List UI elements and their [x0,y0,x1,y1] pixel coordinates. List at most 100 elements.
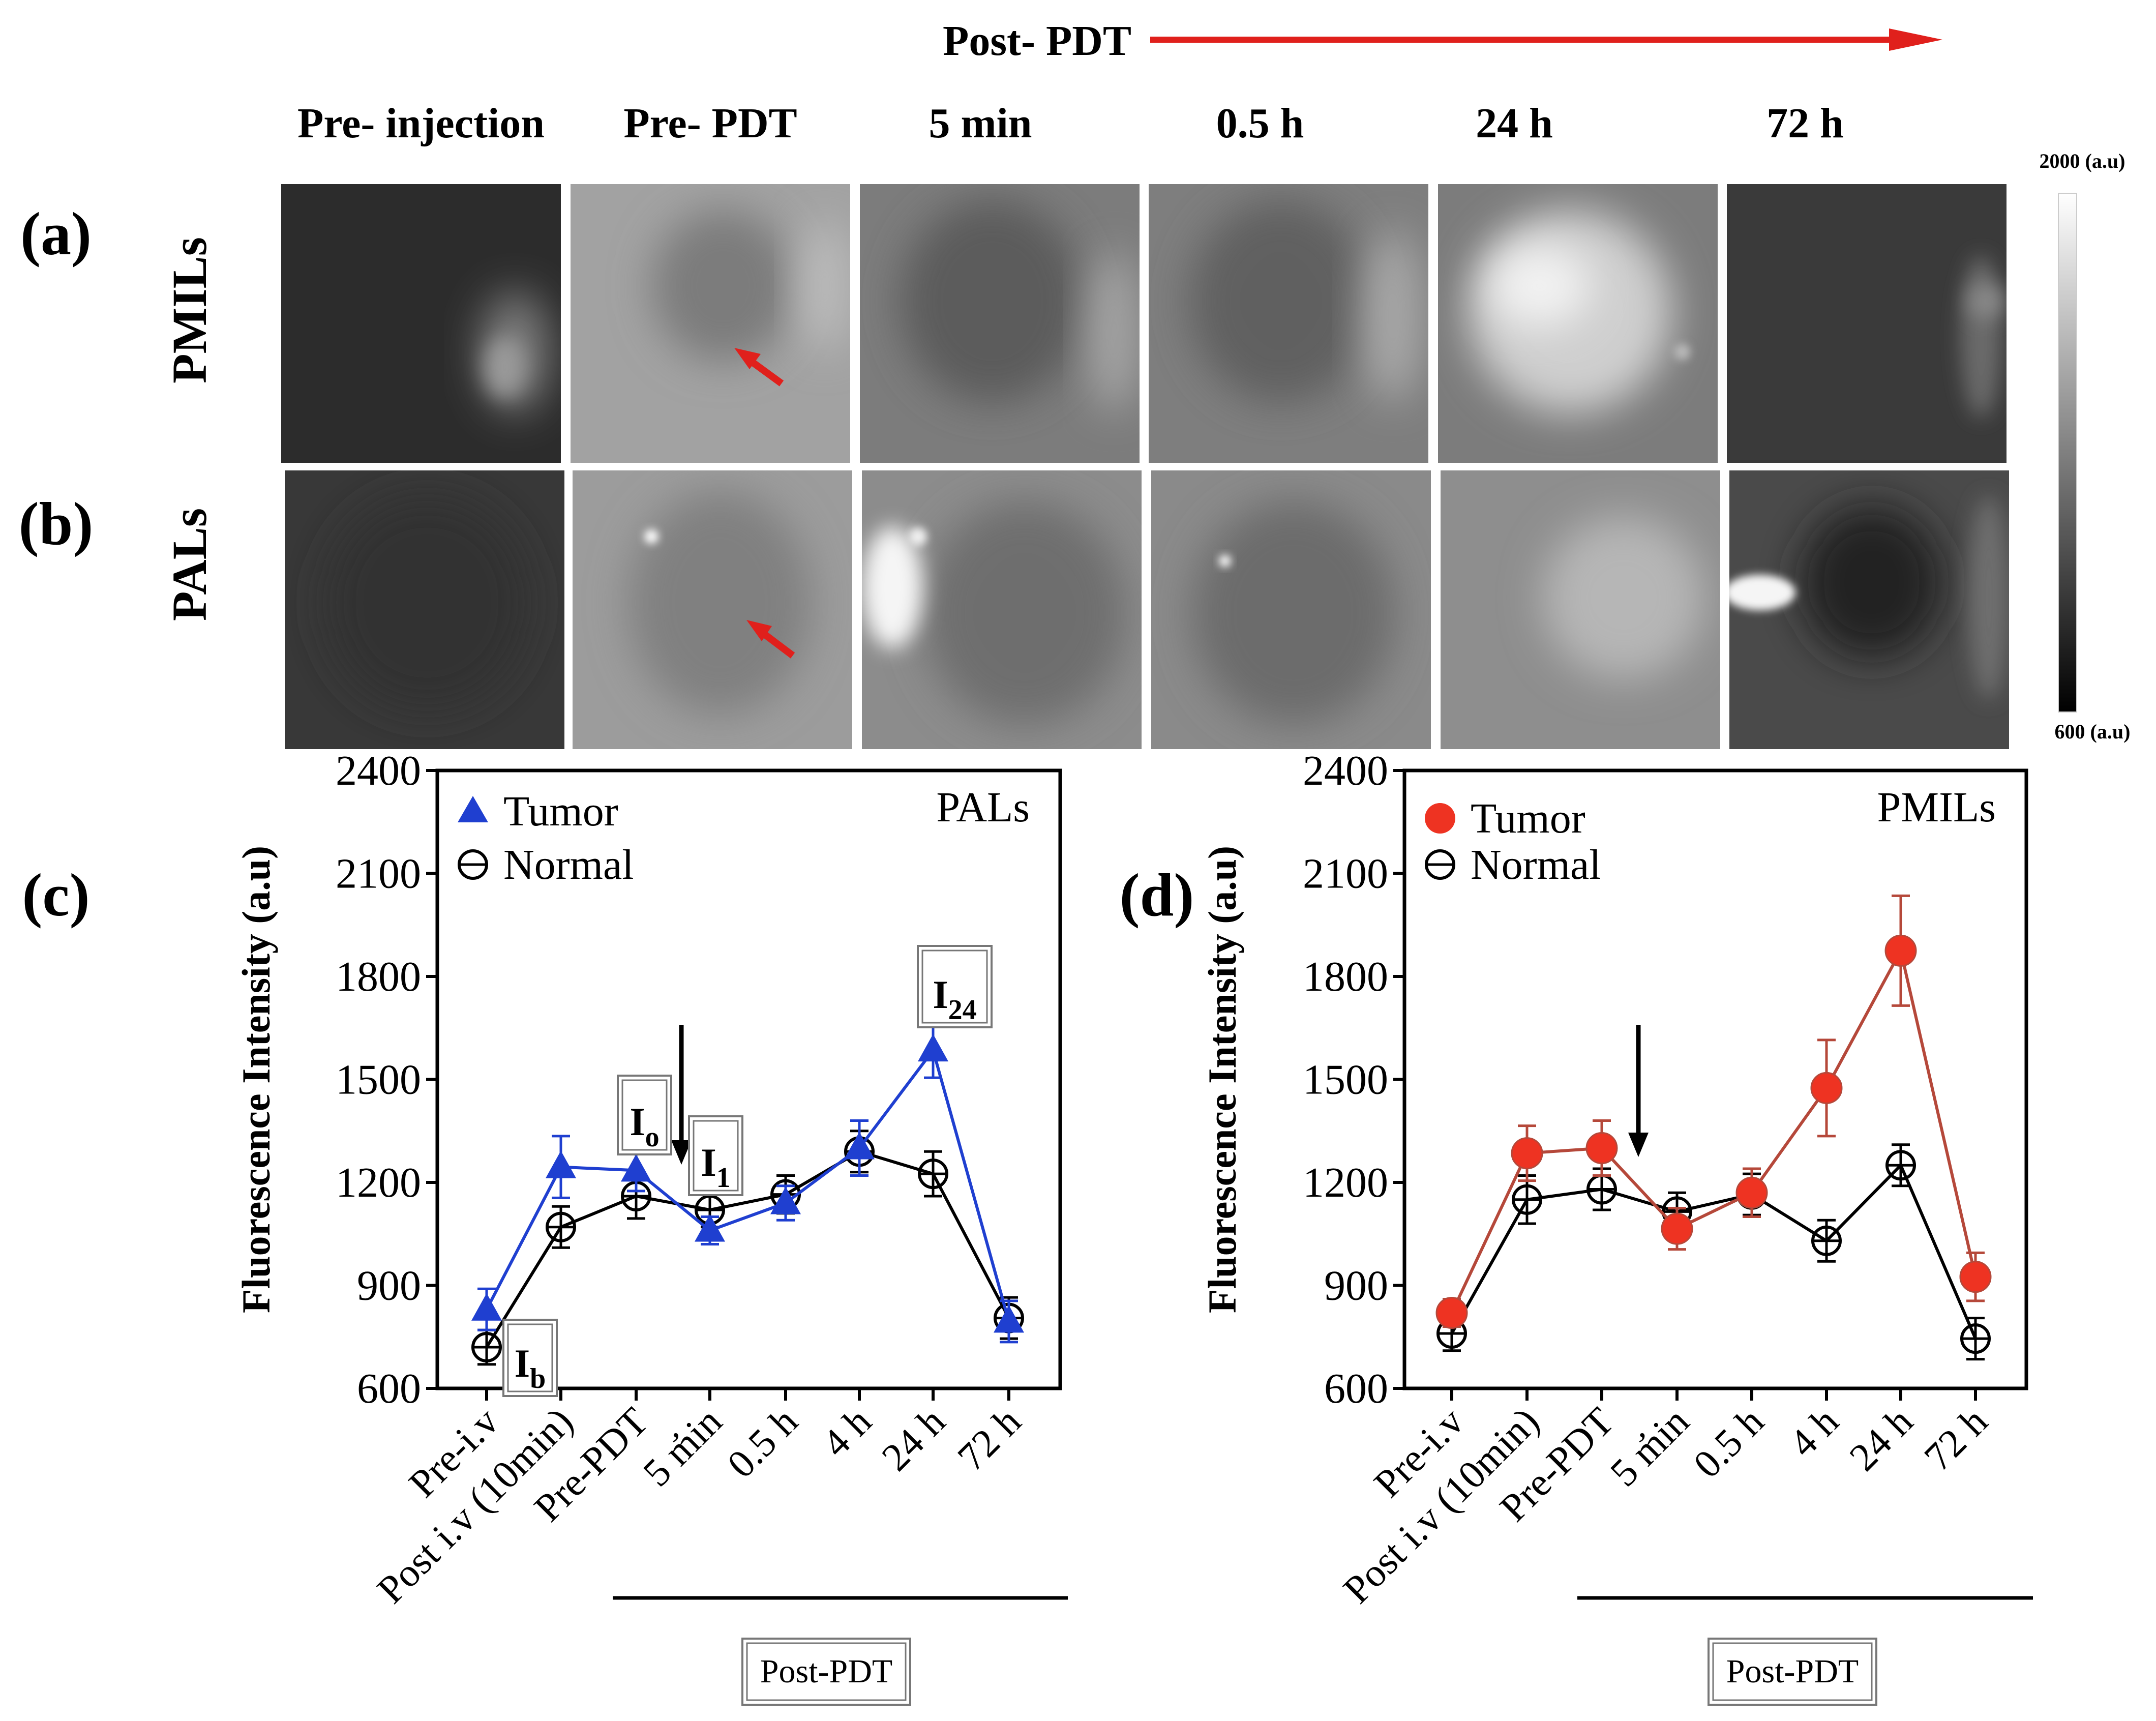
y-tick-label: 2400 [1303,747,1388,794]
x-tick-label: 4 h [814,1399,880,1465]
data-point-tumor [1511,1137,1543,1170]
x-tick-label: 24 h [873,1399,953,1479]
y-tick-label: 2100 [1303,850,1388,898]
x-mark: , [672,1406,681,1445]
chart-pals: 600 900 1200 1500 1800 2100 2400 Fluorescence I… [22,747,1068,1706]
image-pals-pre-pdt [573,470,852,749]
data-point-normal [1811,1225,1842,1256]
column-header-0: Pre- injection [297,100,545,147]
column-header-4: 24 h [1476,100,1553,147]
data-point-tumor [1884,934,1917,967]
image-pmils-72h [1727,184,2007,463]
colorbar [2058,193,2077,713]
series-line-normal [485,1150,1010,1348]
image-pals-5min [862,470,1142,749]
data-point-tumor [695,1214,725,1242]
legend-marker-normal [1425,849,1455,880]
data-point-tumor [844,1132,875,1160]
legend-label-tumor: Tumor [1471,795,1585,842]
legend-label-normal: Normal [503,841,634,888]
legend-marker-tumor [1425,803,1455,834]
arrow-pmils [747,357,784,387]
x-tick-label: 5 min [1601,1399,1697,1495]
data-point-tumor [471,1293,502,1321]
x-mark: , [1638,1406,1647,1445]
data-point-normal [918,1159,948,1190]
x-tick-label: 72 h [1915,1399,1996,1479]
x-tick-label: 24 h [1841,1399,1921,1479]
y-tick-label: 600 [357,1365,421,1412]
panel-label: (d) [1120,861,1194,929]
post-pdt-arrow-head [1889,28,1942,51]
pdt-arrow-head [671,1140,692,1165]
data-point-normal [1885,1150,1916,1181]
pdt-arrow-head [1628,1133,1649,1157]
data-point-normal [1512,1184,1542,1215]
column-header-1: Pre- PDT [623,100,797,147]
column-header-5: 72 h [1766,100,1844,147]
row-name-pals: PALs [162,508,217,621]
row-name-pmils: PMILs [162,237,217,383]
svg-text:I24: I24 [933,972,976,1026]
y-tick-label: 1800 [336,953,421,1000]
data-point-tumor [1735,1176,1768,1209]
panel-label: (c) [22,861,89,929]
column-header-2: 5 min [929,100,1032,147]
post-pdt-label: Post-PDT [760,1653,892,1690]
y-tick-label: 900 [357,1262,421,1310]
series-line-normal [1450,1162,1977,1340]
y-axis-label: Fluorescence Intensity (a.u) [234,846,278,1313]
image-pals-0.5h [1151,470,1431,749]
annotation-1: I1 [688,1115,743,1196]
x-tick-label: 72 h [949,1399,1029,1479]
image-pals-72h [1729,470,2009,749]
image-pmils-0.5h [1149,184,1428,463]
legend-label-normal: Normal [1471,841,1601,888]
data-point-tumor [770,1186,801,1214]
svg-text:I1: I1 [701,1140,730,1194]
y-tick-label: 600 [1324,1365,1388,1412]
y-tick-label: 1500 [336,1056,421,1104]
data-point-tumor [546,1150,576,1178]
annotation-o: Io [617,1075,672,1155]
image-grid [281,184,2009,749]
data-point-tumor [621,1154,651,1182]
colorbar-max-label: 2000 (a.u) [2040,150,2125,172]
image-pals-24h [1441,470,1720,749]
row-label-b: (b) [19,490,94,557]
image-pmils-pre-injection [281,184,561,463]
x-tick-label: 5 min [634,1399,730,1495]
data-point-tumor [1959,1261,1992,1293]
annotation-b: Ib [502,1319,558,1397]
annotation-24: I24 [917,945,993,1028]
legend-marker-normal [458,849,488,880]
post-pdt-box [741,1638,911,1706]
y-tick-label: 1500 [1303,1056,1388,1104]
chart-title: PMILs [1877,784,1996,831]
image-pals-pre-injection [285,470,564,749]
data-point-tumor [918,1034,948,1062]
data-point-tumor [1661,1212,1693,1245]
data-point-tumor [1435,1297,1468,1329]
data-point-normal [1960,1323,1991,1354]
series-line-tumor [485,1047,1010,1322]
data-point-normal [471,1332,502,1362]
chart-title: PALs [936,784,1030,831]
data-point-tumor [1810,1072,1843,1104]
arrow-pals [759,629,795,659]
post-pdt-header: Post- PDT [943,17,1131,65]
svg-text:Io: Io [630,1100,659,1153]
post-pdt-label: Post-PDT [1726,1653,1859,1690]
legend-marker-tumor [458,796,488,822]
data-point-tumor [1585,1132,1618,1164]
svg-text:Ib: Ib [515,1341,546,1394]
x-tick-label: 4 h [1781,1399,1847,1465]
y-axis-label: Fluorescence Intensity (a.u) [1200,846,1244,1313]
image-pmils-24h [1438,184,1718,463]
x-tick-label: 0.5 h [1685,1399,1772,1487]
column-header-3: 0.5 h [1216,100,1304,147]
y-tick-label: 1200 [336,1159,421,1206]
y-tick-label: 1200 [1303,1159,1388,1206]
row-label-a: (a) [20,200,92,268]
